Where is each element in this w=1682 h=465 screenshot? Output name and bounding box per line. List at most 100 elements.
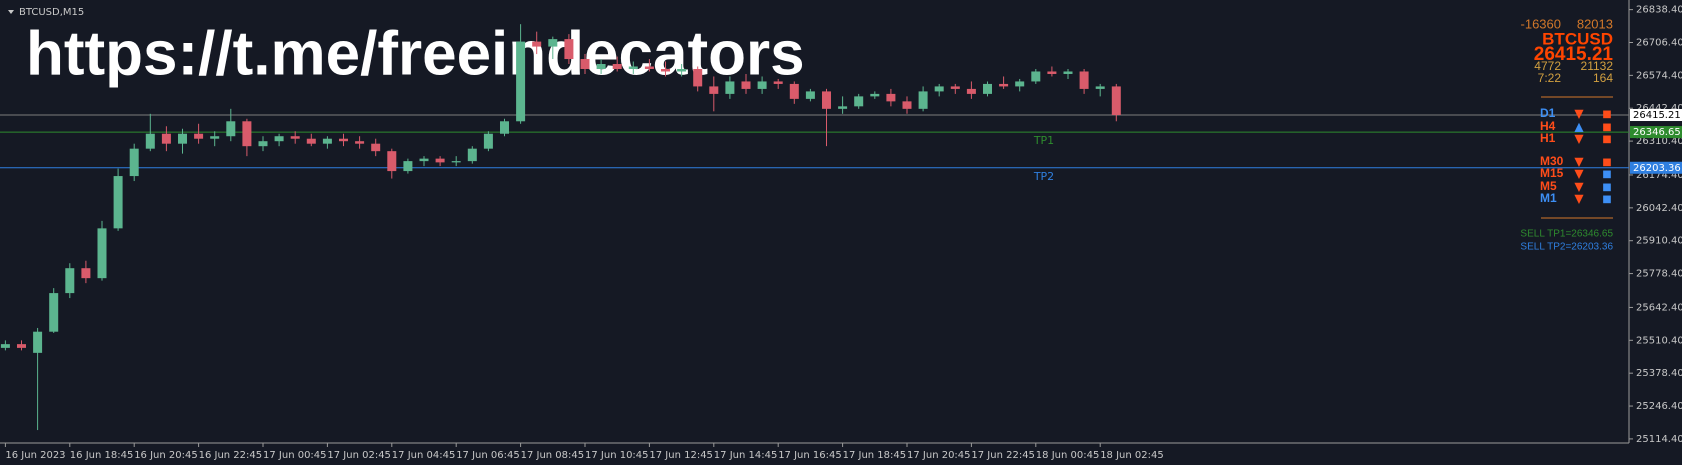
signal-arrow: ▼ <box>1574 155 1584 169</box>
candle-body <box>435 158 445 163</box>
x-tick-label: 16 Jun 22:45 <box>199 450 263 461</box>
symbol-label: BTCUSD,M15 <box>19 7 84 18</box>
x-tick-label: 17 Jun 18:45 <box>843 450 907 461</box>
candle-body <box>226 121 236 137</box>
signal-arrow: ▲ <box>1574 120 1584 134</box>
candle-body <box>258 141 268 147</box>
y-tick-label: 25114.40 <box>1636 434 1682 445</box>
signal-timeframe: M5 <box>1540 179 1557 193</box>
candle-body <box>838 106 848 109</box>
y-tick-label: 26838.40 <box>1636 5 1682 16</box>
symbol-menu-icon[interactable] <box>8 10 14 14</box>
y-tick-label: 25510.40 <box>1636 335 1682 346</box>
candle-body <box>934 86 944 92</box>
candle-body <box>741 81 751 89</box>
candle-body <box>773 81 783 84</box>
candle-body <box>483 133 493 149</box>
candle-body <box>805 91 815 99</box>
signal-timeframe: M15 <box>1540 166 1564 180</box>
x-tick-label: 17 Jun 12:45 <box>649 450 713 461</box>
candle-body <box>274 136 284 142</box>
candle-body <box>129 148 139 177</box>
info-value: -16360 <box>1521 16 1561 31</box>
y-tick-label: 26042.40 <box>1636 203 1682 214</box>
candle-body <box>97 228 107 279</box>
signal-timeframe: M1 <box>1540 191 1557 205</box>
signal-arrow: ▼ <box>1574 167 1584 181</box>
candle-body <box>966 88 976 94</box>
y-tick-label: 26706.40 <box>1636 37 1682 48</box>
candle-body <box>725 81 735 94</box>
candle-body <box>548 39 558 47</box>
signal-timeframe: D1 <box>1540 106 1556 120</box>
info-value: 164 <box>1593 71 1613 85</box>
candle-body <box>467 148 477 162</box>
candle-body <box>33 331 43 353</box>
x-tick-label: 17 Jun 02:45 <box>327 450 391 461</box>
signal-timeframe: M30 <box>1540 154 1564 168</box>
x-tick-label: 17 Jun 22:45 <box>971 450 1035 461</box>
candle-body <box>628 66 638 69</box>
candle-body <box>516 41 526 122</box>
signal-square: ■ <box>1602 109 1611 120</box>
candle-body <box>580 59 590 69</box>
x-tick-label: 17 Jun 10:45 <box>585 450 649 461</box>
candle-body <box>0 344 10 348</box>
candle-body <box>451 161 461 163</box>
y-tick-label: 26442.40 <box>1636 103 1682 114</box>
candle-body <box>789 83 799 99</box>
signal-square: ■ <box>1602 182 1611 193</box>
level-label: TP2 <box>1033 170 1054 183</box>
candle-body <box>1031 71 1041 82</box>
price-tag <box>1630 161 1682 174</box>
candle-body <box>596 64 606 69</box>
signal-timeframe: H4 <box>1540 119 1556 133</box>
candle-body <box>661 68 670 72</box>
y-tick-label: 26310.40 <box>1636 136 1682 147</box>
y-tick-label: 25910.40 <box>1636 236 1682 247</box>
candle-body <box>870 93 880 97</box>
candle-body <box>178 133 187 144</box>
info-symbol: BTCUSD <box>1542 29 1613 48</box>
candle-body <box>854 96 864 107</box>
watermark: https://t.me/freeindecators <box>26 19 805 88</box>
candle-body <box>161 133 171 144</box>
x-tick-label: 18 Jun 00:45 <box>1036 450 1100 461</box>
candle-body <box>81 268 91 279</box>
candle-body <box>355 141 365 144</box>
x-tick-label: 17 Jun 20:45 <box>907 450 971 461</box>
sell-target: SELL TP1=26346.65 <box>1520 229 1613 240</box>
x-tick-label: 18 Jun 02:45 <box>1100 450 1164 461</box>
price-tag-label: 26415.21 <box>1633 110 1681 121</box>
candle-body <box>1079 71 1089 89</box>
signal-arrow: ▼ <box>1574 192 1584 206</box>
price-tag <box>1630 109 1682 122</box>
x-tick-label: 17 Jun 00:45 <box>263 450 327 461</box>
candle-body <box>49 293 59 332</box>
signal-arrow: ▼ <box>1574 180 1584 194</box>
candle-body <box>371 143 381 152</box>
candle-body <box>564 39 574 60</box>
signal-timeframe: H1 <box>1540 131 1556 145</box>
candle-body <box>693 68 703 87</box>
x-tick-label: 17 Jun 06:45 <box>456 450 520 461</box>
x-tick-label: 17 Jun 14:45 <box>714 450 778 461</box>
x-tick-label: 16 Jun 2023 <box>5 450 65 461</box>
candle-body <box>950 86 960 89</box>
x-tick-label: 16 Jun 18:45 <box>70 450 134 461</box>
candle-body <box>290 136 300 139</box>
y-tick-label: 25778.40 <box>1636 269 1682 280</box>
candle-body <box>644 66 654 69</box>
signal-square: ■ <box>1602 169 1611 180</box>
price-tag <box>1630 126 1682 139</box>
y-tick-label: 26174.40 <box>1636 170 1682 181</box>
candle-body <box>210 136 220 139</box>
signal-square: ■ <box>1602 122 1611 133</box>
candle-body <box>822 91 831 109</box>
candle-body <box>339 138 348 142</box>
info-value: 7:22 <box>1538 71 1562 85</box>
candle-body <box>306 138 316 144</box>
candle-body <box>886 93 896 102</box>
